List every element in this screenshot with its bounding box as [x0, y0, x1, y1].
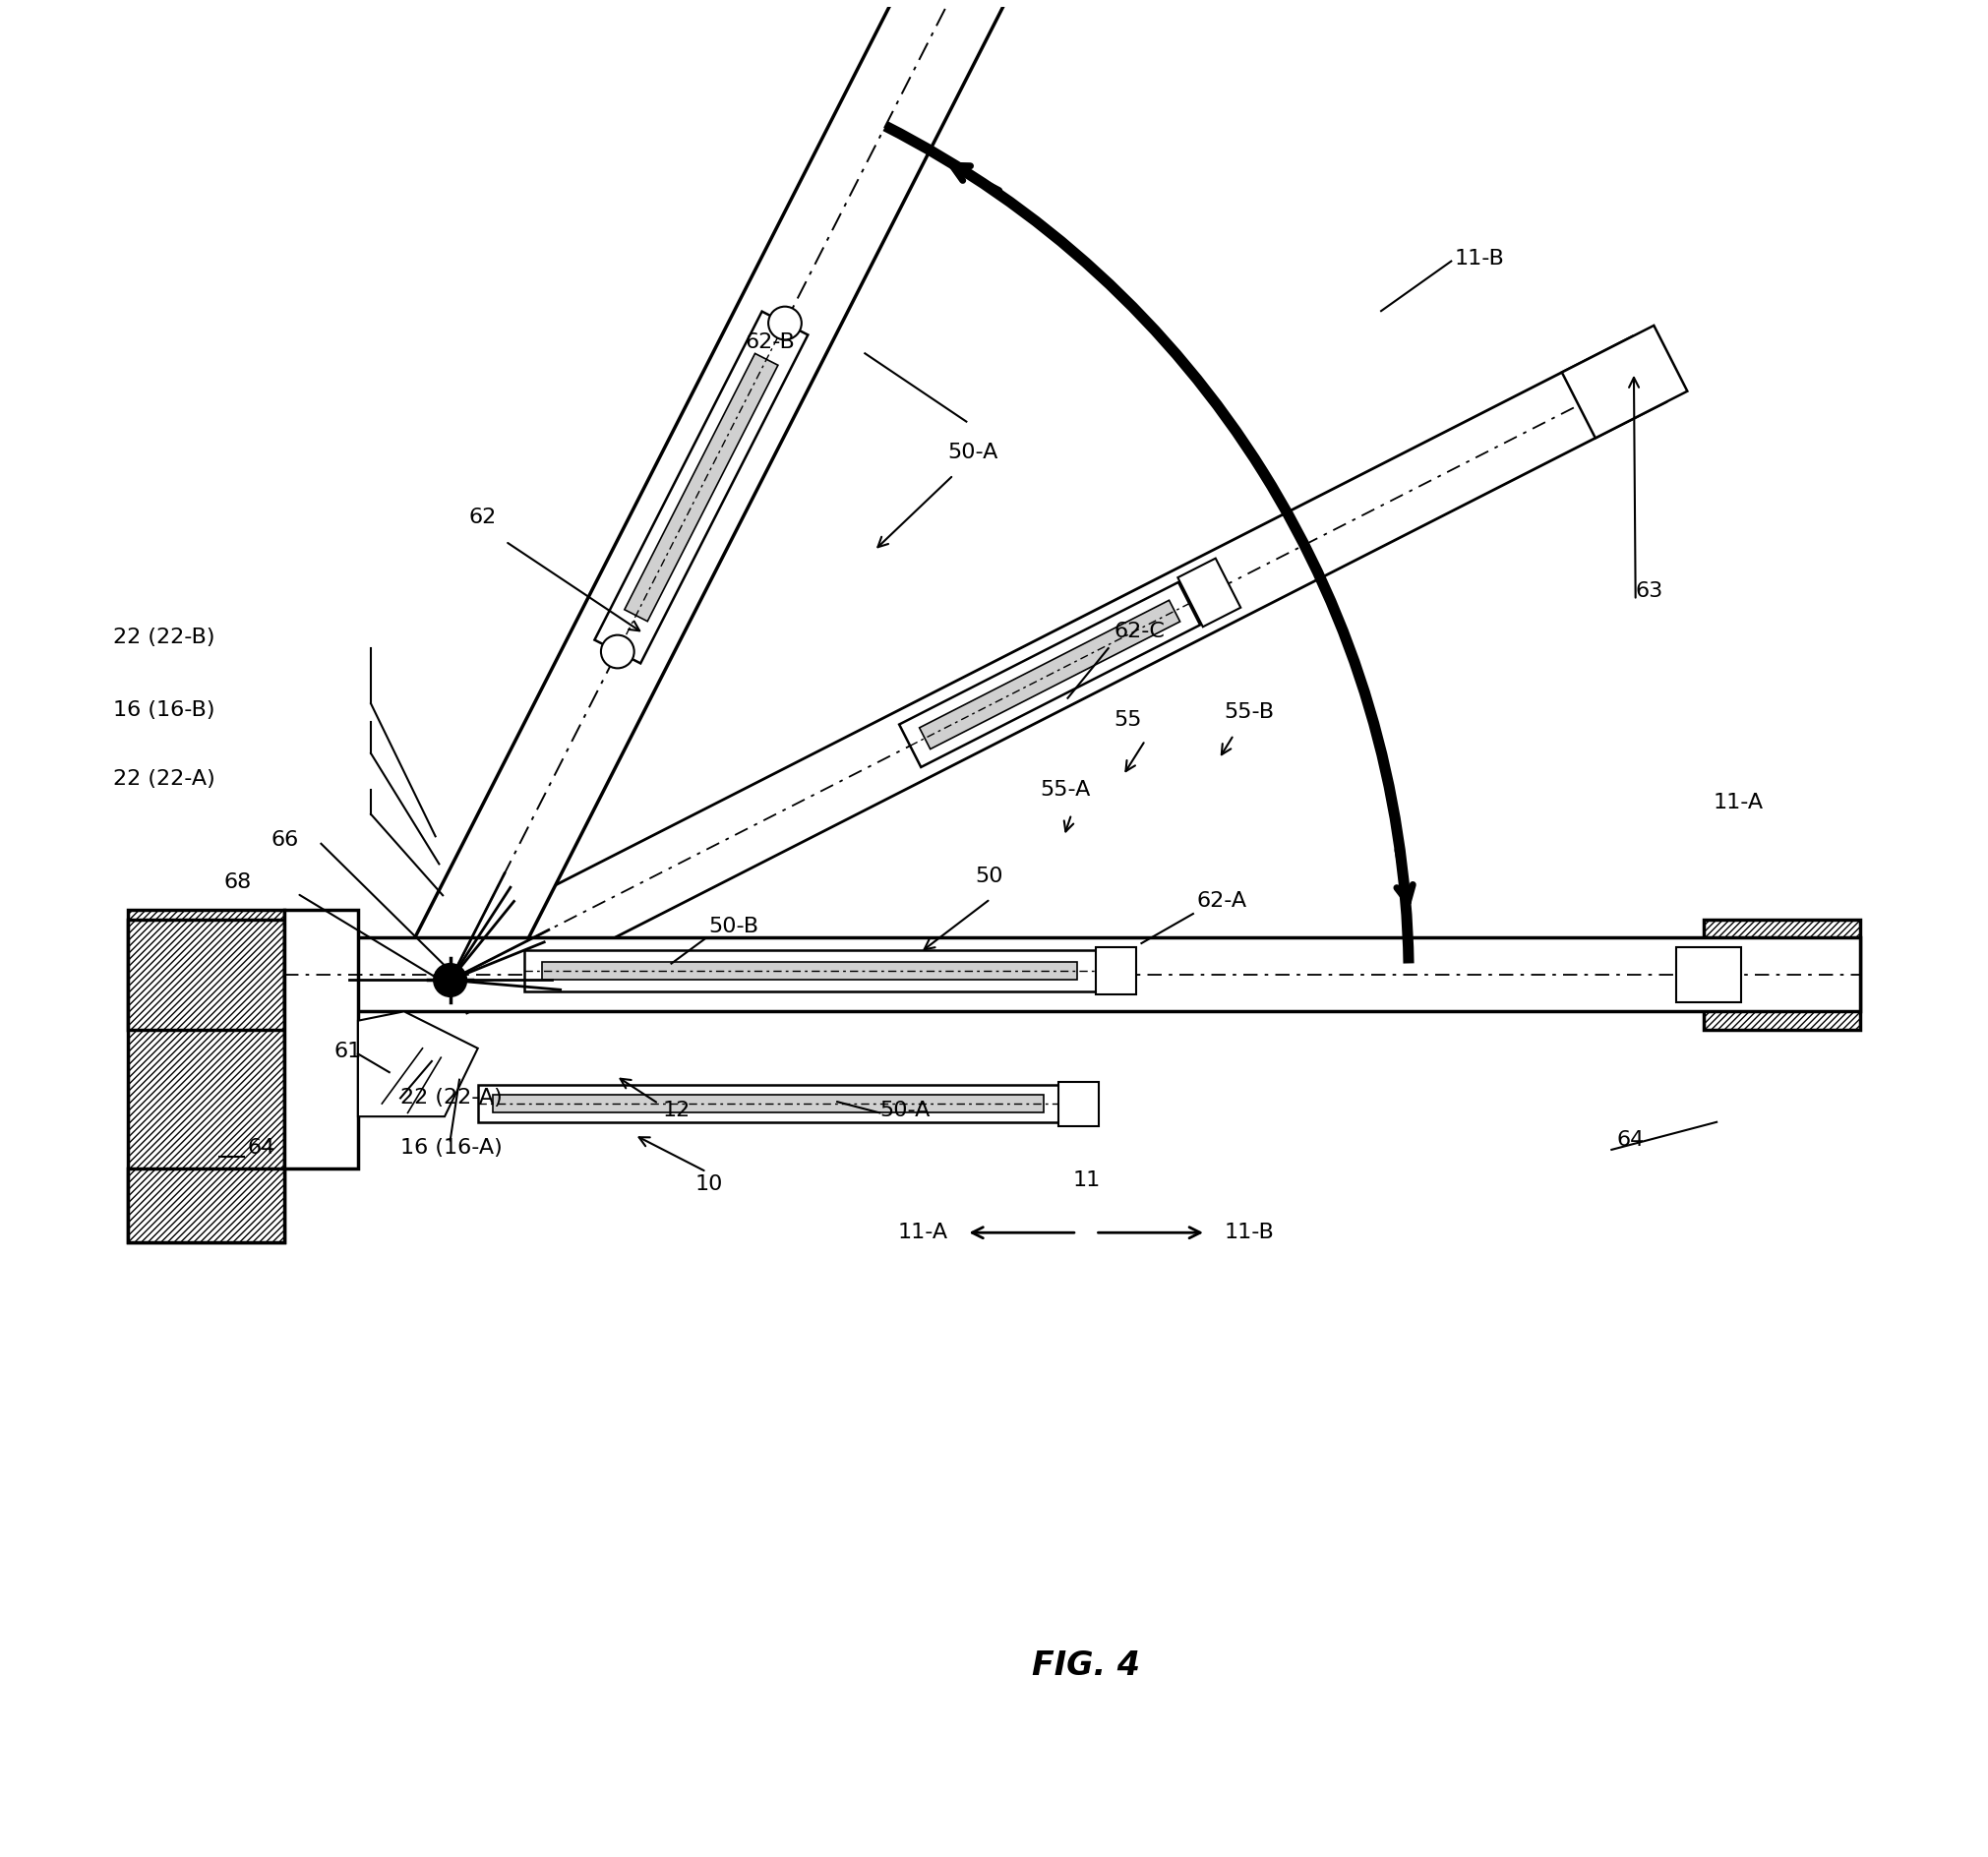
Polygon shape: [406, 0, 1064, 1003]
Text: 62-A: 62-A: [1197, 891, 1246, 910]
Polygon shape: [493, 1094, 1044, 1112]
Polygon shape: [1704, 919, 1861, 1031]
Text: 11-B: 11-B: [1455, 249, 1505, 269]
Text: 11-B: 11-B: [1225, 1222, 1274, 1242]
Text: 50-A: 50-A: [881, 1101, 930, 1120]
Text: FIG. 4: FIG. 4: [1032, 1649, 1141, 1682]
Polygon shape: [899, 583, 1201, 767]
Text: 11: 11: [1072, 1170, 1099, 1190]
Circle shape: [433, 964, 467, 997]
Text: 22 (22-B): 22 (22-B): [113, 628, 215, 646]
Text: 55-A: 55-A: [1040, 780, 1091, 800]
Polygon shape: [1058, 1081, 1099, 1125]
Polygon shape: [127, 1168, 284, 1242]
Text: 68: 68: [223, 873, 250, 891]
Polygon shape: [1676, 947, 1741, 1003]
Polygon shape: [284, 938, 1861, 1012]
Text: 12: 12: [662, 1101, 690, 1120]
Polygon shape: [127, 919, 284, 1031]
Text: 66: 66: [270, 830, 298, 849]
Text: 64: 64: [247, 1138, 274, 1157]
Polygon shape: [1563, 325, 1688, 438]
Polygon shape: [594, 312, 807, 663]
Text: 62-C: 62-C: [1113, 622, 1165, 641]
Polygon shape: [624, 353, 777, 622]
Polygon shape: [543, 962, 1077, 980]
Text: 63: 63: [1636, 581, 1664, 600]
Polygon shape: [433, 336, 1666, 1012]
Polygon shape: [1177, 559, 1241, 628]
Text: 11-A: 11-A: [899, 1222, 948, 1242]
Circle shape: [600, 635, 634, 669]
Polygon shape: [127, 910, 284, 1242]
Polygon shape: [358, 1012, 477, 1116]
Text: 16 (16-A): 16 (16-A): [400, 1138, 503, 1157]
Text: 61: 61: [334, 1042, 362, 1062]
Polygon shape: [525, 951, 1095, 992]
Text: 50-A: 50-A: [948, 442, 998, 462]
Text: 64: 64: [1616, 1131, 1644, 1149]
Text: 11-A: 11-A: [1714, 793, 1763, 813]
Polygon shape: [284, 910, 358, 1168]
Circle shape: [767, 306, 801, 340]
Text: 55-B: 55-B: [1225, 702, 1274, 722]
Text: 55: 55: [1113, 709, 1141, 730]
Text: 22 (22-A): 22 (22-A): [113, 769, 215, 789]
Text: 62: 62: [469, 507, 497, 527]
Text: 16 (16-B): 16 (16-B): [113, 700, 215, 721]
Text: 50-B: 50-B: [708, 917, 759, 936]
Polygon shape: [477, 1084, 1058, 1122]
Polygon shape: [1095, 947, 1135, 995]
Text: 22 (22-A): 22 (22-A): [400, 1088, 503, 1107]
Text: 10: 10: [696, 1174, 724, 1194]
Polygon shape: [918, 600, 1181, 748]
Text: 62-B: 62-B: [746, 332, 795, 351]
Text: 50: 50: [976, 867, 1004, 886]
